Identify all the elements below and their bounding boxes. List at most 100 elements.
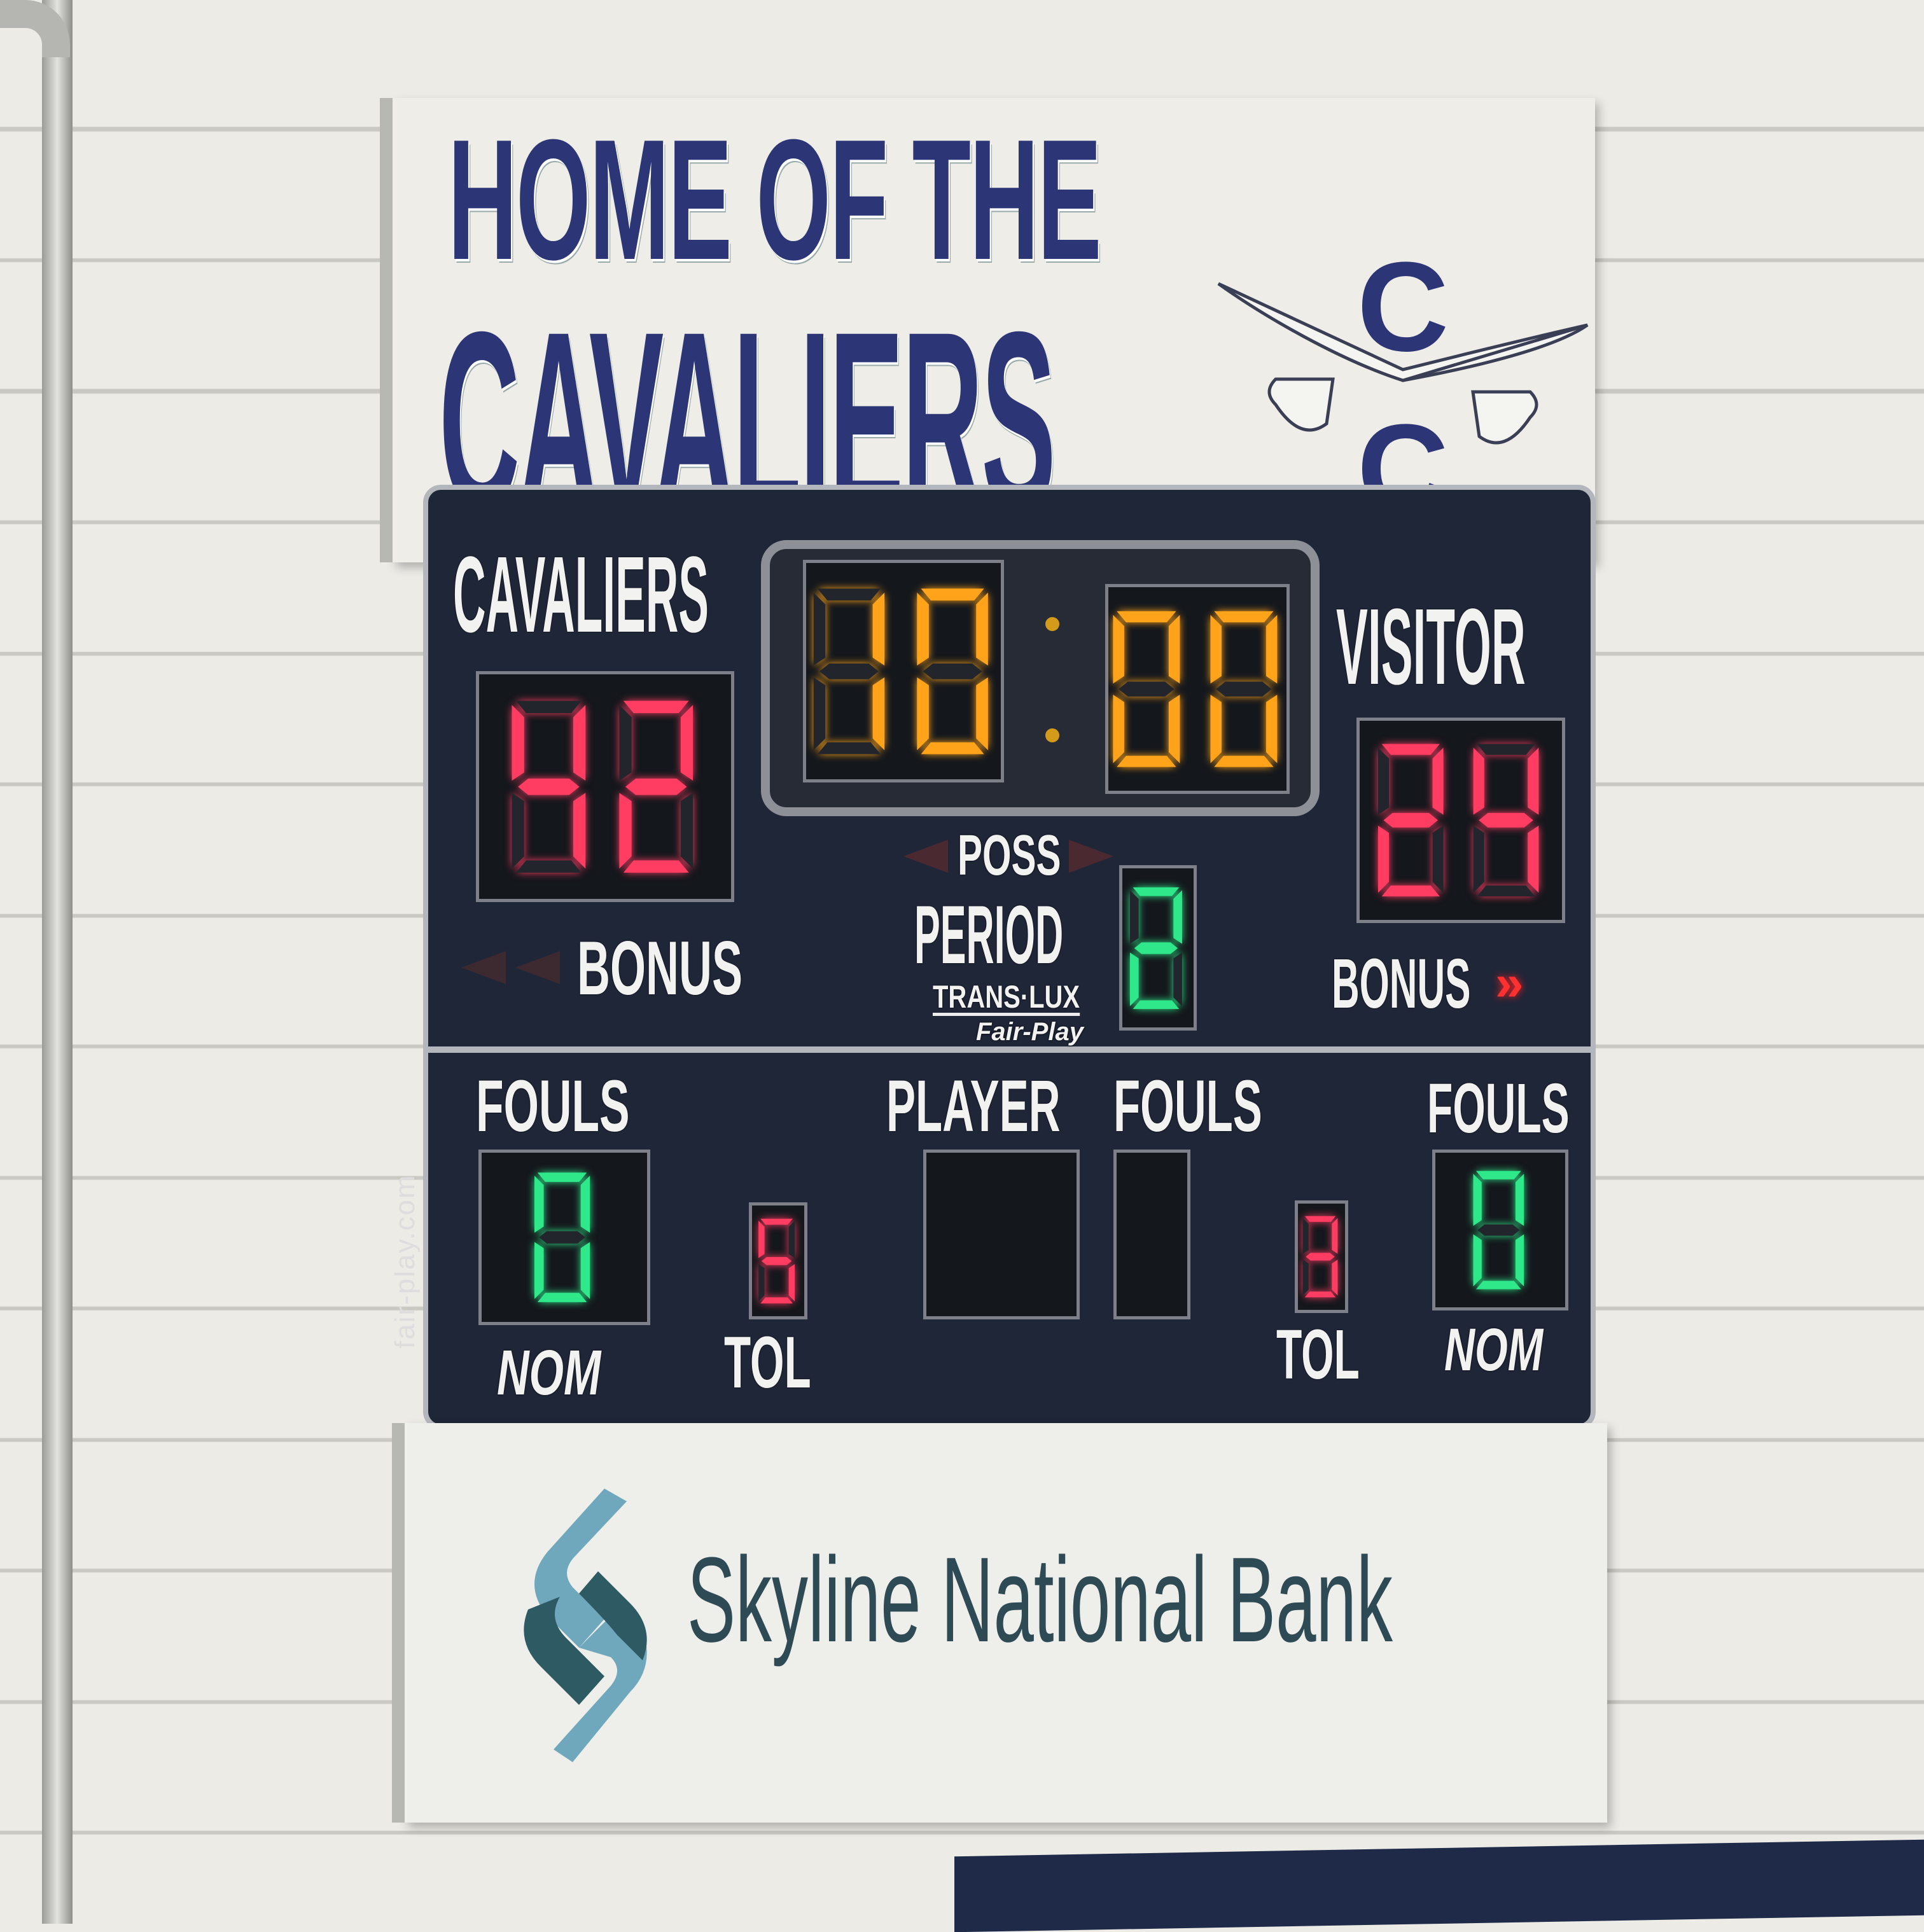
home-fouls: [524, 1153, 604, 1322]
unlit-segment: [516, 700, 582, 713]
lit-segment: [1473, 747, 1485, 815]
visitor-score-display: [1356, 718, 1565, 923]
lit-segment: [1383, 813, 1439, 828]
visitor-tol-label: TOL: [1276, 1316, 1360, 1394]
logo-letter-top: C: [1357, 239, 1449, 378]
lit-segment: [1475, 1281, 1521, 1289]
player-fouls-display: [1113, 1150, 1190, 1319]
lit-segment: [1133, 887, 1180, 896]
banner-line-1: HOME OF THE: [448, 104, 1102, 296]
floor-trim: [954, 1839, 1924, 1932]
lit-segment: [762, 1256, 792, 1265]
lit-segment: [1214, 611, 1274, 623]
period-value: [1120, 868, 1196, 1027]
poss-label: POSS: [958, 824, 1061, 887]
possession-arrow-right-icon: [1069, 840, 1113, 873]
visitor-bonus-arrow-icon: »: [1495, 954, 1524, 1011]
home-nom-label: NOM: [497, 1337, 601, 1408]
lit-segment: [1134, 942, 1178, 954]
lit-segment: [760, 1218, 793, 1225]
lit-segment: [623, 860, 689, 873]
seven-segment-digits: [814, 588, 989, 754]
lit-segment: [1528, 747, 1539, 815]
lit-segment: [921, 742, 985, 754]
lit-segment: [1381, 886, 1440, 897]
lit-segment: [1528, 826, 1539, 893]
trans-lux-logo: TRANS·LUX: [933, 979, 1080, 1016]
lit-segment: [1304, 1216, 1336, 1222]
unlit-segment: [814, 592, 826, 665]
lit-segment: [1133, 999, 1180, 1009]
seven-segment-digits: [512, 700, 694, 873]
lit-segment: [1473, 1173, 1482, 1226]
home-fouls-label: FOULS: [476, 1066, 630, 1147]
home-timeouts-display: [749, 1202, 807, 1319]
lit-segment: [1332, 1260, 1338, 1296]
unlit-segment: [1378, 747, 1390, 815]
unlit-segment: [680, 793, 694, 869]
seven-segment-digits: [1473, 1171, 1524, 1289]
lit-segment: [581, 1176, 590, 1233]
visitor-fouls-label: FOULS: [1427, 1069, 1570, 1148]
unlit-segment: [1473, 826, 1485, 893]
unlit-segment: [819, 663, 879, 679]
lit-segment: [538, 1172, 587, 1182]
lit-segment: [534, 1242, 544, 1299]
player-fouls-label: FOULS: [1113, 1066, 1262, 1147]
wall-conduit-pipe: [42, 0, 73, 1924]
lit-segment: [976, 677, 989, 750]
unlit-segment: [539, 1231, 586, 1244]
visitor-team-name: VISITOR: [1336, 587, 1526, 707]
possession-arrow-left-icon: [903, 840, 948, 873]
lit-segment: [1117, 755, 1176, 767]
skyline-bank-logo-icon: [524, 1489, 647, 1762]
fair-play-logo: Fair-Play: [976, 1018, 1084, 1046]
lit-segment: [1210, 615, 1222, 684]
lit-segment: [1214, 755, 1274, 767]
clock-minutes: [800, 563, 1007, 779]
lit-segment: [1130, 952, 1139, 1006]
unlit-segment: [1119, 681, 1175, 697]
visitor-timeouts-display: [1295, 1200, 1348, 1313]
lit-segment: [625, 778, 687, 795]
home-bonus-arrow-icon: [515, 951, 560, 984]
lit-segment: [623, 700, 689, 713]
clock-seconds-display: [1105, 584, 1290, 794]
unlit-segment: [1477, 1224, 1520, 1236]
home-team-name: CAVALIERS: [453, 534, 709, 655]
visitor-score: [1365, 721, 1556, 920]
lit-segment: [1265, 694, 1278, 763]
lit-segment: [760, 1297, 793, 1303]
lit-segment: [1515, 1173, 1524, 1226]
visitor-bonus-label: BONUS: [1332, 945, 1471, 1023]
unlit-segment: [814, 677, 826, 750]
player-label: PLAYER: [886, 1066, 1061, 1147]
lit-segment: [921, 588, 985, 601]
visitor-nom-label: NOM: [1444, 1316, 1544, 1384]
lit-segment: [1479, 813, 1534, 828]
lit-segment: [917, 592, 930, 665]
home-bonus-arrow-icon: [461, 951, 506, 984]
seven-segment-digits: [758, 1218, 795, 1303]
lit-segment: [758, 1220, 765, 1258]
unlit-segment: [1130, 889, 1139, 944]
unlit-segment: [1302, 1260, 1309, 1296]
player-number-display: [923, 1150, 1080, 1319]
lit-segment: [1378, 826, 1390, 893]
clock-minutes-display: [803, 560, 1004, 782]
unlit-segment: [818, 588, 881, 601]
lit-segment: [1173, 889, 1183, 944]
lit-segment: [1210, 694, 1222, 763]
home-tol-label: TOL: [724, 1322, 811, 1403]
period-display: [1119, 865, 1197, 1031]
lit-segment: [1304, 1291, 1336, 1298]
sponsor-name: Skyline National Bank: [687, 1532, 1393, 1667]
visitor-fouls-display: [1432, 1150, 1568, 1310]
visitor-timeouts-left: [1296, 1204, 1347, 1310]
lit-segment: [1265, 615, 1278, 684]
lit-segment: [573, 793, 586, 869]
unlit-segment: [1477, 886, 1535, 897]
lit-segment: [1113, 694, 1124, 763]
unlit-segment: [1302, 1218, 1309, 1254]
lit-segment: [619, 793, 632, 869]
